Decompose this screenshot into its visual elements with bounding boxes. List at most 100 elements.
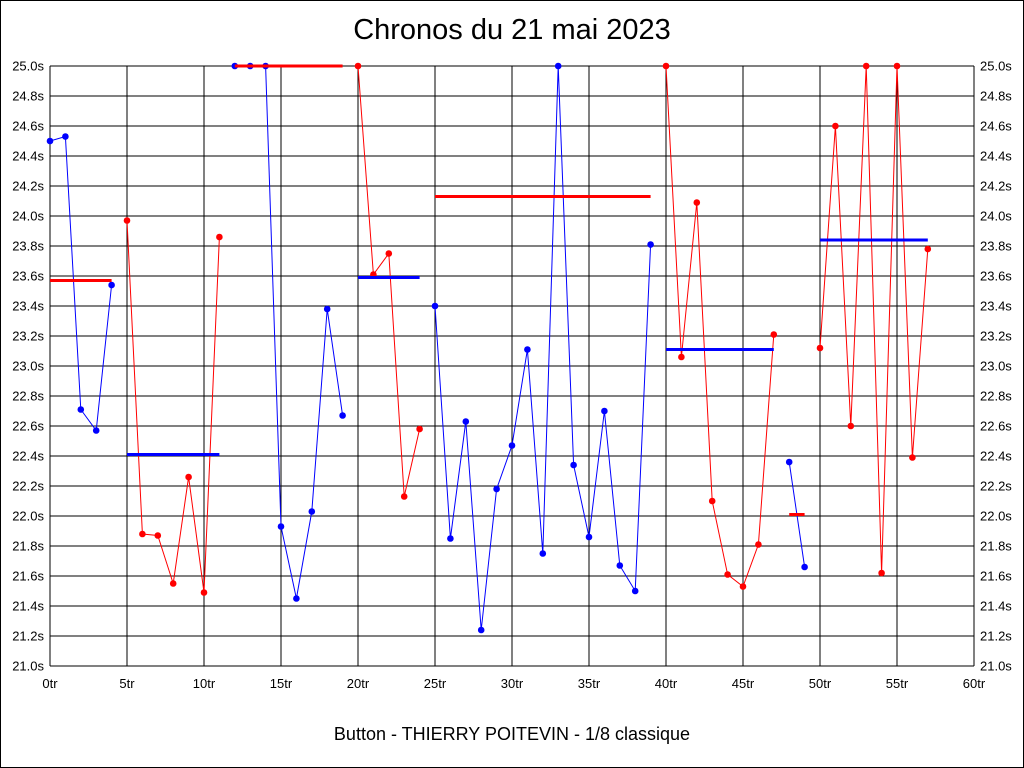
grid xyxy=(50,66,974,666)
data-point xyxy=(817,345,824,352)
data-point xyxy=(478,627,485,634)
y-tick-label: 24.2s xyxy=(12,179,44,194)
y-tick-label: 22.4s xyxy=(980,449,1012,464)
data-point xyxy=(432,303,439,310)
x-tick-label: 55tr xyxy=(886,676,909,691)
x-tick-label: 35tr xyxy=(578,676,601,691)
series-line xyxy=(235,66,343,599)
data-point xyxy=(694,199,701,206)
y-tick-label: 23.4s xyxy=(12,299,44,314)
data-point xyxy=(155,532,162,539)
y-tick-label: 21.0s xyxy=(980,659,1012,674)
y-tick-label: 24.4s xyxy=(980,149,1012,164)
data-point xyxy=(586,534,593,541)
y-tick-label: 24.4s xyxy=(12,149,44,164)
x-tick-label: 60tr xyxy=(963,676,986,691)
x-tick-label: 40tr xyxy=(655,676,678,691)
y-tick-label: 24.0s xyxy=(12,209,44,224)
y-tick-label: 23.8s xyxy=(980,239,1012,254)
y-tick-label: 21.0s xyxy=(12,659,44,674)
y-tick-label: 22.6s xyxy=(980,419,1012,434)
y-tick-label: 24.6s xyxy=(12,119,44,134)
y-axis-left: 21.0s 21.2s 21.4s 21.6s 21.8s 22.0s 22.2s 22.4s… xyxy=(12,59,44,674)
data-point xyxy=(540,550,547,557)
data-point xyxy=(509,442,516,449)
data-point xyxy=(601,408,608,415)
data-point xyxy=(848,423,855,430)
data-point xyxy=(740,583,747,590)
x-tick-label: 45tr xyxy=(732,676,755,691)
series-line xyxy=(435,66,651,630)
x-tick-label: 0tr xyxy=(42,676,58,691)
y-tick-label: 25.0s xyxy=(12,59,44,74)
data-point xyxy=(355,63,362,70)
y-tick-label: 21.8s xyxy=(12,539,44,554)
data-point xyxy=(386,250,393,257)
y-tick-label: 23.4s xyxy=(980,299,1012,314)
y-tick-label: 21.6s xyxy=(980,569,1012,584)
data-point xyxy=(324,306,331,313)
data-point xyxy=(170,580,177,587)
data-point xyxy=(555,63,562,70)
data-point xyxy=(632,588,639,595)
data-point xyxy=(909,454,916,461)
data-point xyxy=(108,282,115,289)
data-point xyxy=(293,595,300,602)
y-tick-label: 22.6s xyxy=(12,419,44,434)
data-point xyxy=(124,217,131,224)
y-tick-label: 24.0s xyxy=(980,209,1012,224)
x-tick-label: 10tr xyxy=(193,676,216,691)
y-tick-label: 21.2s xyxy=(12,629,44,644)
data-point xyxy=(62,133,69,140)
y-tick-label: 22.4s xyxy=(12,449,44,464)
y-tick-label: 24.8s xyxy=(980,89,1012,104)
y-tick-label: 24.8s xyxy=(12,89,44,104)
chart-footer: Button - THIERRY POITEVIN - 1/8 classiqu… xyxy=(0,724,1024,745)
data-point xyxy=(894,63,901,70)
y-tick-label: 23.2s xyxy=(980,329,1012,344)
y-tick-label: 22.2s xyxy=(12,479,44,494)
data-point xyxy=(47,138,54,145)
y-tick-label: 23.6s xyxy=(980,269,1012,284)
data-point xyxy=(416,426,423,433)
y-tick-label: 25.0s xyxy=(980,59,1012,74)
series-line xyxy=(666,66,774,587)
series-line xyxy=(50,137,112,431)
data-point xyxy=(447,535,454,542)
data-point xyxy=(878,570,885,577)
y-tick-label: 23.2s xyxy=(12,329,44,344)
data-point xyxy=(647,241,654,248)
x-tick-label: 20tr xyxy=(347,676,370,691)
x-tick-label: 25tr xyxy=(424,676,447,691)
data-point xyxy=(863,63,870,70)
y-tick-label: 21.6s xyxy=(12,569,44,584)
y-axis-right: 21.0s 21.2s 21.4s 21.6s 21.8s 22.0s 22.2s 22.4s… xyxy=(980,59,1012,674)
y-tick-label: 24.6s xyxy=(980,119,1012,134)
x-tick-label: 30tr xyxy=(501,676,524,691)
y-tick-label: 23.6s xyxy=(12,269,44,284)
x-tick-label: 15tr xyxy=(270,676,293,691)
x-tick-label: 5tr xyxy=(119,676,135,691)
data-point xyxy=(93,427,100,434)
data-point xyxy=(339,412,346,419)
data-point xyxy=(216,234,223,241)
y-tick-label: 24.2s xyxy=(980,179,1012,194)
data-point xyxy=(524,346,531,353)
y-tick-label: 23.8s xyxy=(12,239,44,254)
data-point xyxy=(663,63,670,70)
series-line xyxy=(358,66,420,497)
data-point xyxy=(724,571,731,578)
series-line xyxy=(820,66,928,573)
y-tick-label: 21.4s xyxy=(980,599,1012,614)
y-tick-label: 23.0s xyxy=(12,359,44,374)
y-tick-label: 23.0s xyxy=(980,359,1012,374)
y-tick-label: 21.2s xyxy=(980,629,1012,644)
data-point xyxy=(309,508,316,515)
data-point xyxy=(709,498,716,505)
data-point xyxy=(570,462,577,469)
data-point xyxy=(678,354,685,361)
data-point xyxy=(463,418,470,425)
data-point xyxy=(786,459,793,466)
data-point xyxy=(139,531,146,538)
y-tick-label: 22.2s xyxy=(980,479,1012,494)
